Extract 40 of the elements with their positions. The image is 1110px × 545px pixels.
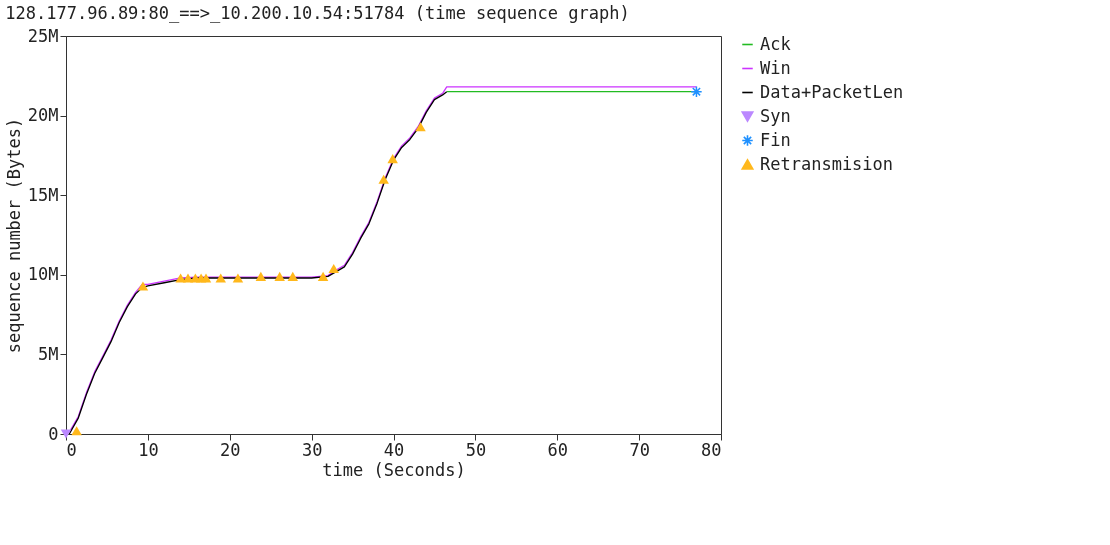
point <box>387 154 398 164</box>
point <box>415 122 426 132</box>
point <box>137 281 149 291</box>
legend-label: Ack <box>760 33 791 54</box>
point <box>317 271 329 281</box>
x-tick-label: 10 <box>138 439 159 460</box>
legend-label: Syn <box>760 105 791 126</box>
legend-label: Retransmision <box>760 153 894 174</box>
y-tick-label: 5M <box>38 343 59 364</box>
point <box>255 271 267 281</box>
point <box>690 85 703 98</box>
legend-label: Data+PacketLen <box>760 81 904 102</box>
x-tick-label: 70 <box>629 439 650 460</box>
point <box>215 273 226 283</box>
x-tick-label: 50 <box>465 439 487 460</box>
x-tick-label: 30 <box>301 439 323 460</box>
y-tick-label: 0 <box>48 423 59 444</box>
legend-label: Fin <box>760 129 791 150</box>
y-tick-label: 10M <box>27 264 59 285</box>
y-tick-label: 25M <box>27 25 59 46</box>
point <box>328 263 339 273</box>
legend-label: Win <box>760 57 791 78</box>
chart-title: 128.177.96.89:80_==>_10.200.10.54:51784 (time sequence graph) <box>5 3 630 23</box>
x-tick-label: 0 <box>66 439 77 460</box>
point <box>378 174 389 184</box>
x-tick-label: 40 <box>383 439 405 460</box>
point <box>60 429 72 439</box>
y-tick-label: 20M <box>27 105 59 126</box>
point <box>71 426 82 436</box>
y-axis-title: sequence number (Bytes) <box>3 117 24 354</box>
x-axis-title: time (Seconds) <box>322 459 466 480</box>
x-tick-label: 80 <box>701 439 722 460</box>
point <box>274 271 285 281</box>
y-tick-label: 15M <box>27 184 59 205</box>
point <box>232 273 244 283</box>
point <box>287 271 299 281</box>
point <box>200 273 212 283</box>
x-tick-label: 60 <box>547 439 568 460</box>
point <box>182 273 194 283</box>
x-tick-label: 20 <box>220 439 241 460</box>
